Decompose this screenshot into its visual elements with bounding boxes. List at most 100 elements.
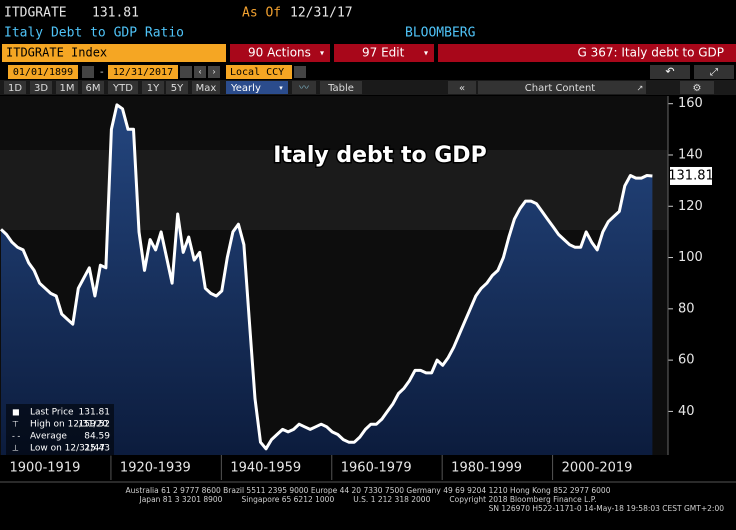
last-price-label: 131.81 bbox=[668, 168, 714, 183]
settings-icon: ⚙ bbox=[693, 83, 702, 94]
prev-button[interactable] bbox=[194, 66, 206, 78]
description: Italy Debt to GDP Ratio bbox=[4, 26, 184, 41]
stats-icon: ⊤ bbox=[12, 420, 19, 429]
period-label: 6M bbox=[86, 83, 101, 94]
frequency-button[interactable]: Yearly ▾ bbox=[226, 81, 288, 94]
undo-icon: ↶ bbox=[665, 65, 674, 78]
period-button[interactable] bbox=[30, 81, 52, 94]
ticker: ITDGRATE bbox=[4, 6, 67, 21]
currency-dropdown bbox=[294, 66, 306, 78]
zoom-icon: ⤢ bbox=[710, 67, 718, 78]
table-box bbox=[320, 81, 362, 94]
chart-name-box bbox=[438, 44, 736, 62]
period-label: 3D bbox=[34, 83, 48, 94]
collapse-icon: « bbox=[459, 83, 465, 94]
table: Table bbox=[327, 83, 354, 94]
chart-content-button[interactable]: Chart Content ↗ bbox=[478, 81, 646, 94]
frequency-box bbox=[226, 81, 288, 94]
period-button[interactable] bbox=[192, 81, 220, 94]
line-style-button[interactable] bbox=[292, 81, 316, 94]
edit: 97 Edit bbox=[362, 46, 405, 60]
y-tick-label: 100 bbox=[678, 250, 703, 265]
stats-label: Average bbox=[30, 432, 67, 442]
edit-button[interactable]: 97 Edit ▾ bbox=[334, 44, 434, 62]
edit-box bbox=[334, 44, 434, 62]
period-label: 1Y bbox=[147, 83, 160, 94]
stats-icon: ⊥ bbox=[12, 444, 19, 453]
period-label: 5Y bbox=[171, 83, 184, 94]
y-tick-label: 80 bbox=[678, 301, 695, 316]
end-date-field[interactable]: 12/31/2017 bbox=[108, 65, 178, 79]
end-date: 12/31/2017 bbox=[113, 67, 173, 78]
actions: 90 Actions bbox=[248, 46, 311, 60]
line-style-icon: 〰 bbox=[299, 83, 309, 94]
period-label: 1D bbox=[8, 83, 22, 94]
frequency: Yearly bbox=[230, 83, 261, 94]
chart-name: G 367: Italy debt to GDP bbox=[578, 46, 725, 60]
period-button[interactable] bbox=[4, 81, 26, 94]
settings-button[interactable] bbox=[680, 81, 714, 94]
footer-line: SN 126970 H522-1171-0 14-May-18 19:58:03… bbox=[489, 504, 725, 513]
stats-icon: ■ bbox=[12, 408, 20, 417]
period-button[interactable] bbox=[82, 81, 104, 94]
stats-value: 131.81 bbox=[79, 408, 111, 418]
calendar-icon[interactable] bbox=[82, 66, 94, 78]
area bbox=[1, 104, 653, 456]
y-tick-label: 160 bbox=[678, 96, 703, 111]
source: BLOOMBERG bbox=[405, 26, 476, 41]
stats-value: 25.43 bbox=[84, 444, 110, 454]
zoom-button[interactable] bbox=[694, 65, 734, 79]
price: 131.81 bbox=[92, 6, 139, 21]
period-label: YTD bbox=[112, 83, 133, 94]
start-date-field[interactable]: 01/01/1899 bbox=[8, 65, 78, 79]
currency: Local CCY bbox=[230, 67, 284, 78]
stats-value: 84.59 bbox=[84, 432, 110, 442]
stats-label: Low on 12/31/47 bbox=[30, 444, 105, 454]
footer-line: Australia 61 2 9777 8600 Brazil 5511 239… bbox=[126, 486, 611, 495]
line bbox=[0, 103, 653, 451]
undo-button[interactable] bbox=[650, 65, 690, 79]
plot: 40 60 80 100 120 140 160 1900-1919 1920-1939 1940… bbox=[0, 96, 714, 480]
axis-background bbox=[668, 96, 736, 455]
stats-box bbox=[6, 404, 114, 456]
security: ITDGRATE Index bbox=[6, 46, 107, 60]
stats-value: 159.52 bbox=[79, 420, 111, 430]
footer: Australia 61 2 9777 8600 Brazil 5511 239… bbox=[126, 486, 725, 513]
table-button[interactable]: Table bbox=[320, 81, 362, 94]
x-tick-label: 1980-1999 bbox=[451, 461, 522, 476]
end-date-box bbox=[108, 65, 178, 79]
collapse-button[interactable] bbox=[448, 81, 476, 94]
period-label: Max bbox=[196, 83, 217, 94]
security-box bbox=[2, 44, 226, 62]
security-field[interactable]: ITDGRATE Index bbox=[2, 44, 226, 62]
period-button[interactable] bbox=[142, 81, 164, 94]
actions-button[interactable]: 90 Actions ▾ bbox=[230, 44, 330, 62]
chart-content: Chart Content bbox=[525, 83, 596, 94]
stats: ■ Last Price 131.81 ⊤ High on 12/31/20159.52… bbox=[12, 408, 110, 454]
x-tick-label: 1940-1959 bbox=[230, 461, 301, 476]
y-tick-label: 40 bbox=[678, 404, 695, 419]
period-buttons: 1D 3D 1M 6M YTD 1Y 5Y Max bbox=[4, 81, 220, 94]
x-tick-label: 1960-1979 bbox=[341, 461, 412, 476]
period-button[interactable] bbox=[108, 81, 138, 94]
period-button[interactable] bbox=[166, 81, 188, 94]
actions-box bbox=[230, 44, 330, 62]
next-button[interactable] bbox=[208, 66, 220, 78]
x-tick-label: 1900-1919 bbox=[10, 461, 81, 476]
x-tick-label: 2000-2019 bbox=[562, 461, 633, 476]
chart-content-box bbox=[478, 81, 646, 94]
start-date-box bbox=[8, 65, 78, 79]
dropdown-icon: ▾ bbox=[279, 84, 283, 92]
y-tick-label: 120 bbox=[678, 199, 703, 214]
next-icon: › bbox=[212, 68, 216, 78]
period-label: 1M bbox=[60, 83, 75, 94]
y-tick-label: 140 bbox=[678, 147, 703, 162]
period-button[interactable] bbox=[56, 81, 78, 94]
currency-field[interactable]: Local CCY bbox=[226, 65, 306, 79]
currency-box bbox=[226, 65, 292, 79]
calendar-icon[interactable] bbox=[180, 66, 192, 78]
footer-line: Japan 81 3 3201 8900 Singapore 65 6212 1… bbox=[139, 495, 597, 504]
